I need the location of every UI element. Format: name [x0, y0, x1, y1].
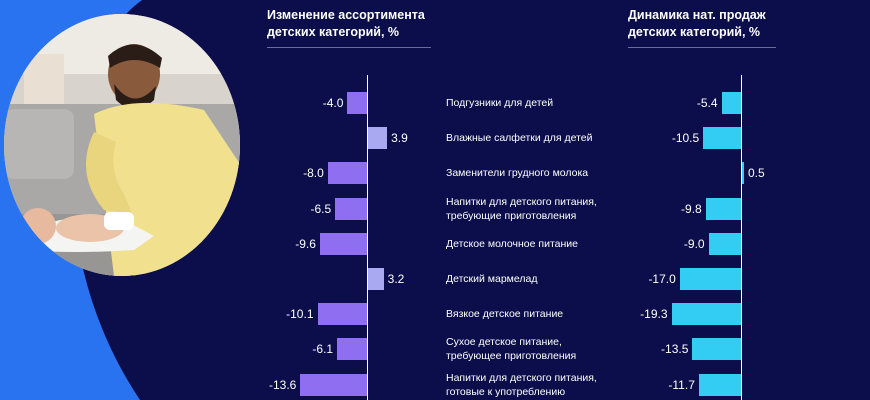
sales-title-line-2: детских категорий, % [628, 25, 761, 39]
assortment-bar [300, 373, 367, 396]
category-label: Подгузники для детей [446, 96, 636, 110]
category-label-line: Напитки для детского питания, [446, 371, 597, 384]
category-label: Напитки для детского питания, готовые к у… [446, 371, 636, 399]
sales-bar [708, 232, 741, 255]
assortment-title-divider [267, 47, 431, 48]
sales-value-label: 0.5 [748, 166, 765, 181]
assortment-bar [335, 197, 367, 220]
sales-bar [703, 127, 741, 150]
sales-bar [698, 373, 741, 396]
assortment-value-label: -8.0 [303, 166, 324, 181]
sales-value-label: -11.7 [668, 377, 695, 392]
sales-bar [721, 92, 741, 114]
category-label-line: Вязкое детское питание [446, 308, 564, 321]
assortment-bar [337, 338, 367, 361]
assortment-bar [317, 303, 367, 326]
sales-title-divider [628, 47, 776, 48]
category-label-line: Детский мармелад [446, 273, 538, 285]
assortment-value-label: -6.1 [312, 342, 334, 357]
category-label: Влажные салфетки для детей [446, 131, 636, 145]
category-label-line: Сухое детское питание, [446, 336, 562, 349]
category-label: Заменители грудного молока [446, 166, 636, 180]
assortment-value-label: -6.5 [310, 201, 332, 216]
assortment-title-line-2: детских категорий, % [267, 25, 400, 39]
sales-value-label: -13.5 [661, 342, 689, 357]
category-label-line: Влажные салфетки для детей [446, 132, 593, 145]
sales-value-label: -9.8 [681, 201, 702, 216]
sales-axis-line [741, 75, 742, 400]
category-label-line: Заменители грудного молока [446, 167, 589, 180]
assortment-chart-title: Изменение ассортимента детских категорий… [267, 7, 425, 41]
category-label: Сухое детское питание, требующее приготов… [446, 335, 636, 363]
assortment-value-label: -13.6 [269, 377, 297, 392]
assortment-bar [368, 127, 388, 150]
sales-bar [671, 303, 741, 326]
category-label: Детское молочное питание [446, 237, 636, 251]
assortment-title-line-1: Изменение ассортимента [267, 8, 425, 22]
category-label-line: требующее приготовления [446, 350, 577, 363]
assortment-value-label: -9.6 [295, 236, 316, 251]
assortment-bar [319, 232, 367, 255]
sales-value-label: -17.0 [648, 272, 676, 286]
assortment-bar [327, 162, 367, 185]
sales-title-line-1: Динамика нат. продаж [628, 8, 766, 22]
sales-chart-title: Динамика нат. продаж детских категорий, … [628, 7, 766, 41]
sales-value-label: -10.5 [671, 131, 700, 146]
category-label-line: требующие приготовления [446, 209, 577, 222]
sales-value-label: -9.0 [683, 236, 705, 251]
category-label-line: Напитки для детского питания, [446, 195, 597, 208]
sales-value-label: -19.3 [640, 307, 668, 322]
assortment-bar [347, 92, 367, 114]
assortment-value-label: -10.1 [286, 307, 314, 322]
sales-value-label: -5.4 [696, 96, 718, 110]
sales-bar [742, 162, 744, 185]
category-label-line: Детское молочное питание [446, 237, 578, 250]
assortment-value-label: 3.2 [387, 272, 405, 286]
category-label: Вязкое детское питание [446, 307, 636, 321]
assortment-value-label: 3.9 [391, 131, 408, 146]
assortment-bar [368, 268, 384, 290]
category-label-line: готовые к употреблению [446, 385, 566, 398]
category-label: Детский мармелад [446, 272, 636, 286]
sales-bar [679, 268, 741, 290]
category-label-line: Подгузники для детей [446, 97, 554, 109]
assortment-axis-line [367, 75, 368, 400]
sales-bar [705, 197, 741, 220]
category-label: Напитки для детского питания, требующие п… [446, 195, 636, 223]
assortment-value-label: -4.0 [322, 96, 344, 110]
father-baby-photo [4, 14, 240, 276]
sales-bar [692, 338, 741, 361]
